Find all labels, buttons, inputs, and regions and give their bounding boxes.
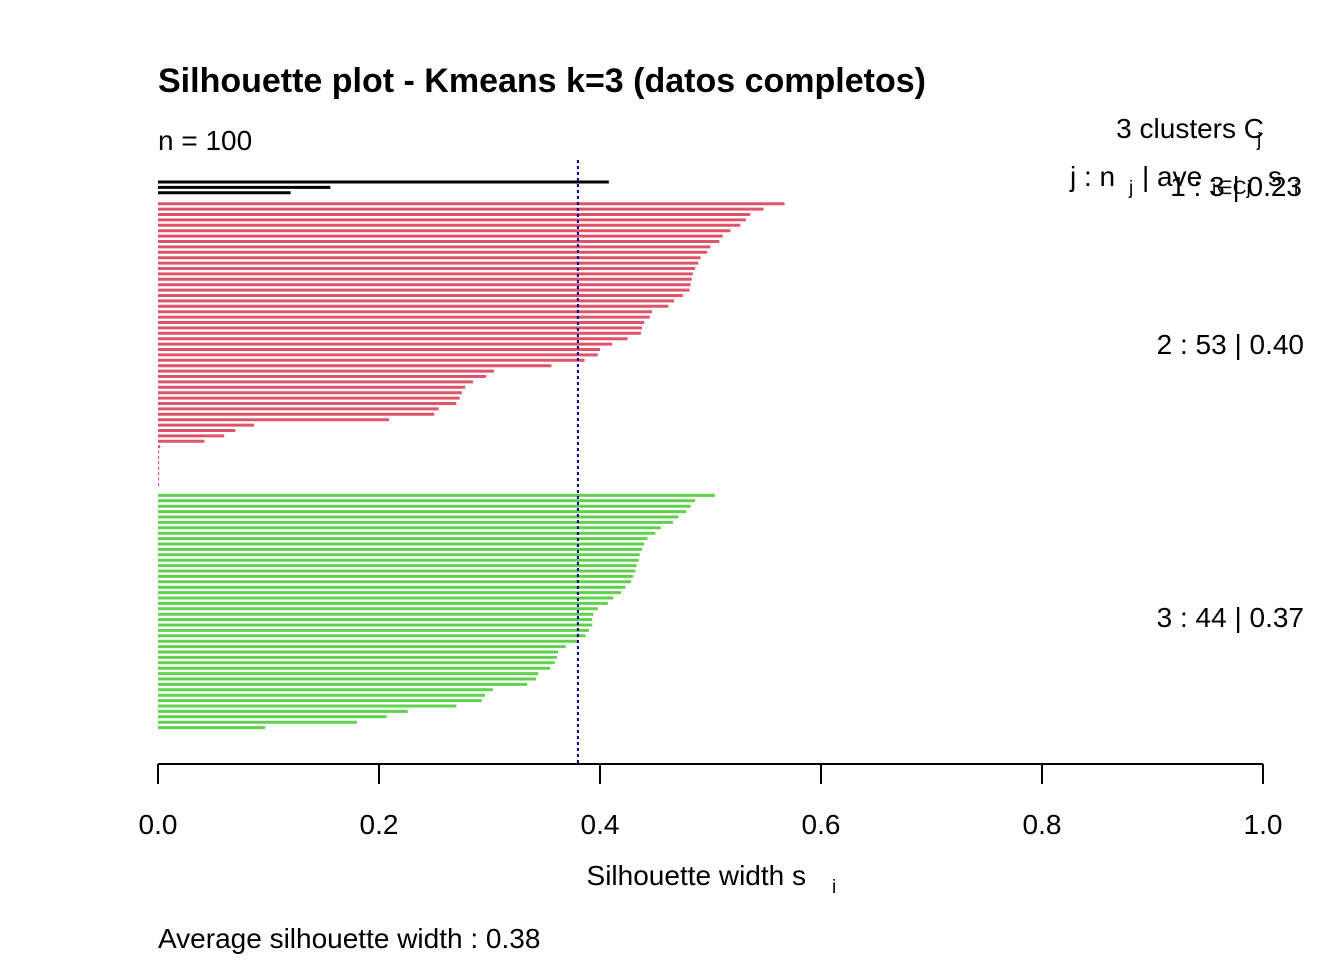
average-silhouette-footer: Average silhouette width : 0.38 bbox=[158, 923, 540, 954]
clusters-header-subscript: j bbox=[1256, 130, 1261, 151]
x-tick-label-2: 0.4 bbox=[581, 809, 620, 840]
legend-header-j: j : n bbox=[1069, 161, 1115, 192]
legend-header-s: s bbox=[1268, 161, 1282, 192]
x-tick-label-5: 1.0 bbox=[1244, 809, 1283, 840]
x-axis: 0.0 0.2 0.4 0.6 0.8 1.0 bbox=[139, 763, 1283, 840]
x-tick-label-4: 0.8 bbox=[1023, 809, 1062, 840]
clusters-header: 3 clusters C bbox=[1116, 113, 1264, 144]
cluster-label-2: 2 : 53 | 0.40 bbox=[1157, 329, 1304, 360]
x-tick-label-3: 0.6 bbox=[802, 809, 841, 840]
legend-header-nj-sub: j bbox=[1128, 178, 1133, 199]
legend-header-ave-sub: i∈Cj bbox=[1212, 178, 1251, 199]
x-tick-label-1: 0.2 bbox=[360, 809, 399, 840]
clusters-header-main: 3 clusters C bbox=[1116, 113, 1264, 144]
legend-header-ave: | ave bbox=[1142, 161, 1202, 192]
chart-title: Silhouette plot - Kmeans k=3 (datos comp… bbox=[158, 62, 926, 100]
x-tick-label-0: 0.0 bbox=[139, 809, 178, 840]
x-axis-label-subscript: i bbox=[832, 877, 836, 898]
cluster-label-1: 1 : 3 | 0.23 bbox=[1170, 171, 1302, 202]
cluster-label-3: 3 : 44 | 0.37 bbox=[1157, 602, 1304, 633]
legend-header-s-sub: i bbox=[1294, 178, 1298, 199]
x-axis-label: Silhouette width s bbox=[587, 860, 806, 891]
silhouette-bars bbox=[158, 180, 785, 730]
n-label: n = 100 bbox=[158, 125, 252, 156]
